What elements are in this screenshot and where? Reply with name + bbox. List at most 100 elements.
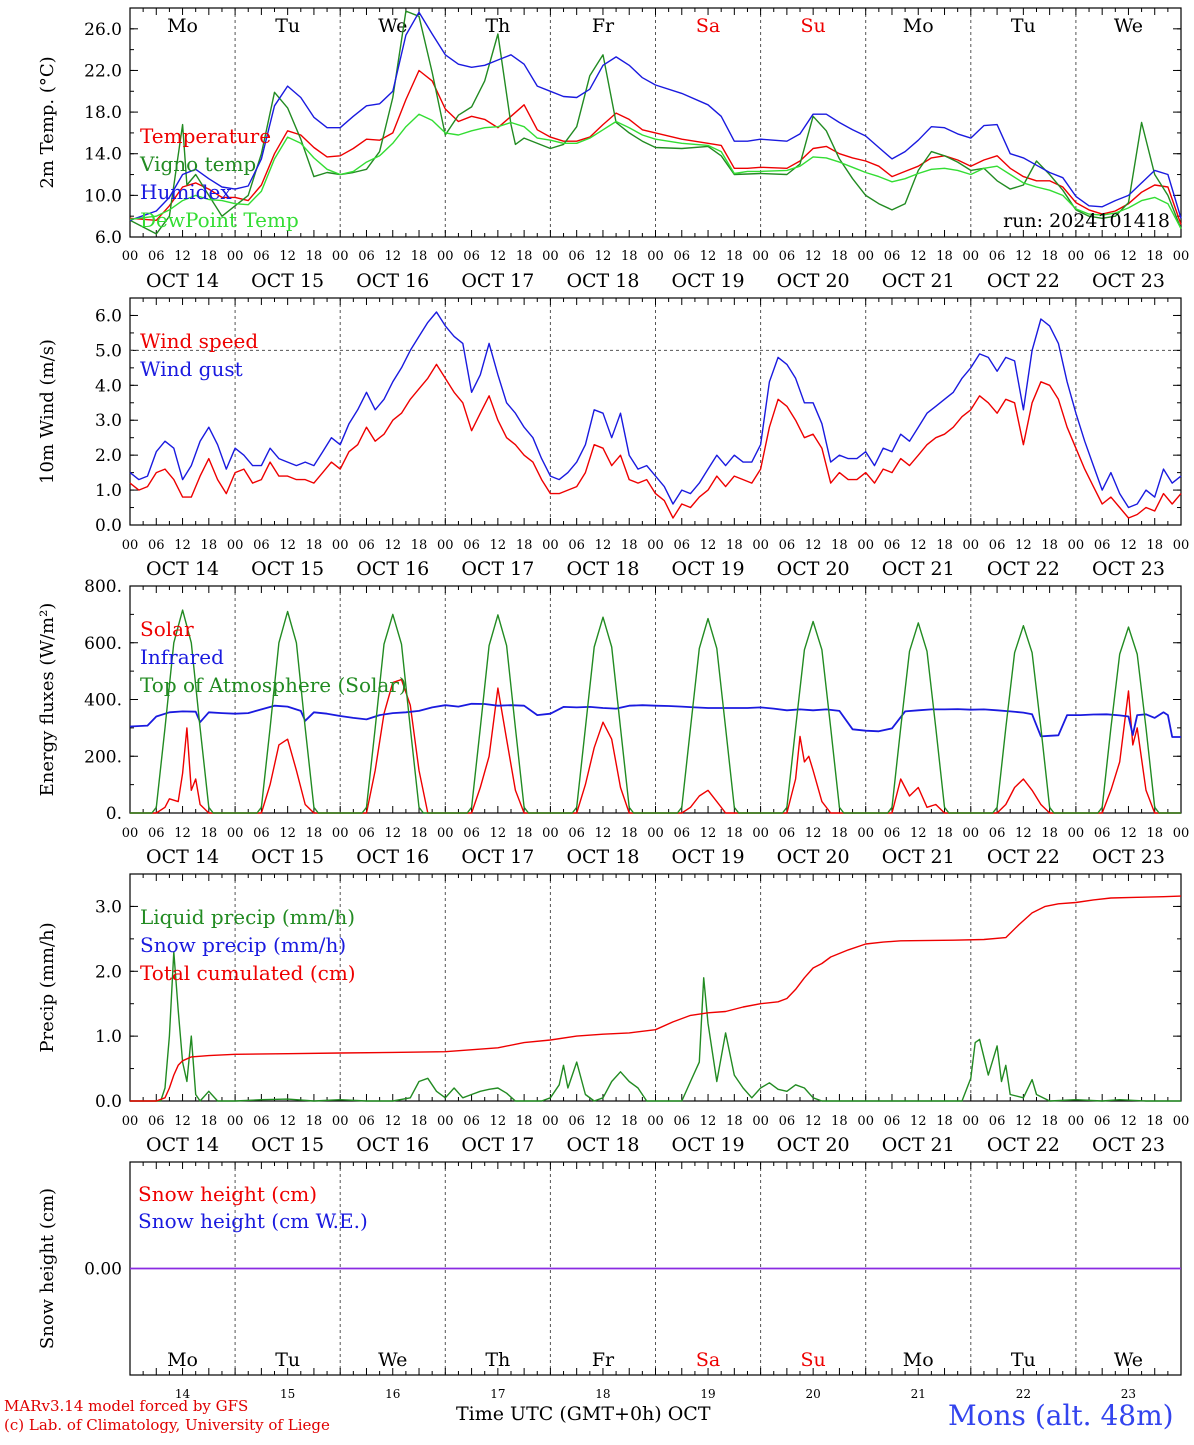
hour-tick-label: 00 <box>1068 538 1085 553</box>
hour-tick-label: 12 <box>805 249 822 264</box>
hour-tick-label: 00 <box>332 249 349 264</box>
hour-tick-label: 12 <box>910 538 927 553</box>
date-label: OCT 20 <box>777 1134 850 1156</box>
date-label: OCT 17 <box>461 846 534 868</box>
hour-tick-label: 06 <box>148 1114 165 1129</box>
date-label: OCT 14 <box>146 558 219 580</box>
hour-tick-label: 12 <box>805 1114 822 1129</box>
hour-tick-label: 00 <box>963 826 980 841</box>
hour-tick-label: 06 <box>148 538 165 553</box>
legend-entry: Top of Atmosphere (Solar) <box>140 673 407 697</box>
hour-tick-label: 12 <box>174 249 191 264</box>
hour-tick-label: 12 <box>1120 826 1137 841</box>
legend-entry: DewPoint Temp <box>140 208 299 232</box>
day-of-week-label: Mo <box>167 15 198 37</box>
date-label: OCT 15 <box>251 558 324 580</box>
hour-tick-label: 06 <box>884 249 901 264</box>
hour-tick-label: 06 <box>148 826 165 841</box>
hour-tick-label: 00 <box>437 249 454 264</box>
hour-tick-label: 12 <box>174 826 191 841</box>
day-of-week-label: Su <box>801 1349 826 1371</box>
y-tick-label: 6.0 <box>95 228 122 248</box>
y-tick-label: 1.0 <box>95 481 122 501</box>
hour-tick-label: 00 <box>332 1114 349 1129</box>
hour-tick-label: 00 <box>1173 1114 1190 1129</box>
day-of-week-label: Sa <box>696 15 720 37</box>
hour-tick-label: 18 <box>831 538 848 553</box>
date-label: OCT 17 <box>461 1134 534 1156</box>
hour-tick-label: 18 <box>621 538 638 553</box>
hour-tick-label: 12 <box>279 538 296 553</box>
day-of-week-label: Sa <box>696 1349 720 1371</box>
y-tick-label: 4.0 <box>95 376 122 396</box>
hour-tick-label: 18 <box>1146 1114 1163 1129</box>
hour-tick-label: 18 <box>411 826 428 841</box>
y-tick-label: 200. <box>84 747 122 767</box>
date-label: OCT 22 <box>987 846 1060 868</box>
hour-tick-label: 12 <box>805 538 822 553</box>
legend-entry: Snow height (cm W.E.) <box>138 1209 368 1233</box>
hour-tick-label: 00 <box>122 826 139 841</box>
hour-tick-label: 12 <box>595 826 612 841</box>
day-number-label: 22 <box>1016 1387 1031 1401</box>
hour-tick-label: 12 <box>384 249 401 264</box>
hour-tick-label: 06 <box>1094 1114 1111 1129</box>
hour-tick-label: 18 <box>306 538 323 553</box>
hour-tick-label: 18 <box>1041 249 1058 264</box>
hour-tick-label: 12 <box>279 1114 296 1129</box>
y-axis-label: 10m Wind (m/s) <box>37 339 58 484</box>
hour-tick-label: 00 <box>963 1114 980 1129</box>
hour-tick-label: 12 <box>279 826 296 841</box>
hour-tick-label: 06 <box>989 1114 1006 1129</box>
credit-model: MARv3.14 model forced by GFS <box>4 1397 249 1415</box>
date-label: OCT 19 <box>672 270 745 292</box>
hour-tick-label: 06 <box>253 249 270 264</box>
hour-tick-label: 12 <box>1120 1114 1137 1129</box>
y-tick-label: 3.0 <box>95 411 122 431</box>
day-of-week-label: We <box>1114 15 1143 37</box>
hour-tick-label: 18 <box>936 826 953 841</box>
date-label: OCT 22 <box>987 558 1060 580</box>
hour-tick-label: 00 <box>647 249 664 264</box>
hour-tick-label: 00 <box>437 826 454 841</box>
hour-tick-label: 18 <box>726 1114 743 1129</box>
hour-tick-label: 18 <box>726 538 743 553</box>
hour-tick-label: 12 <box>490 1114 507 1129</box>
hour-tick-label: 00 <box>542 249 559 264</box>
hour-tick-label: 00 <box>1068 1114 1085 1129</box>
day-of-week-label: Mo <box>167 1349 198 1371</box>
date-label: OCT 18 <box>566 846 639 868</box>
hour-tick-label: 00 <box>542 538 559 553</box>
hour-tick-label: 06 <box>779 538 796 553</box>
hour-tick-label: 06 <box>674 249 691 264</box>
hour-tick-label: 18 <box>1146 538 1163 553</box>
hour-tick-label: 12 <box>700 249 717 264</box>
day-of-week-label: Tu <box>275 1349 300 1371</box>
hour-tick-label: 00 <box>857 538 874 553</box>
day-number-label: 16 <box>385 1387 400 1401</box>
date-label: OCT 23 <box>1092 558 1165 580</box>
hour-tick-label: 12 <box>805 826 822 841</box>
hour-tick-label: 18 <box>516 538 533 553</box>
hour-tick-label: 00 <box>227 538 244 553</box>
day-of-week-label: Mo <box>903 1349 934 1371</box>
date-label: OCT 21 <box>882 846 955 868</box>
series-line-liquid-precip-mm-h <box>130 951 1181 1102</box>
day-of-week-label: Th <box>485 15 510 37</box>
day-of-week-label: Th <box>485 1349 510 1371</box>
y-tick-label: 5.0 <box>95 341 122 361</box>
y-tick-label: 10.0 <box>84 186 122 206</box>
hour-tick-label: 18 <box>516 826 533 841</box>
hour-tick-label: 06 <box>989 538 1006 553</box>
hour-tick-label: 00 <box>542 1114 559 1129</box>
hour-tick-label: 06 <box>358 249 375 264</box>
day-number-label: 14 <box>175 1387 191 1401</box>
legend-entry: Snow height (cm) <box>138 1182 317 1206</box>
y-tick-label: 22.0 <box>84 61 122 81</box>
hour-tick-label: 00 <box>332 826 349 841</box>
date-label: OCT 21 <box>882 270 955 292</box>
hour-tick-label: 06 <box>1094 538 1111 553</box>
series-line-total-cumulated-cm <box>130 895 1182 1102</box>
hour-tick-label: 00 <box>752 249 769 264</box>
hour-tick-label: 06 <box>884 826 901 841</box>
